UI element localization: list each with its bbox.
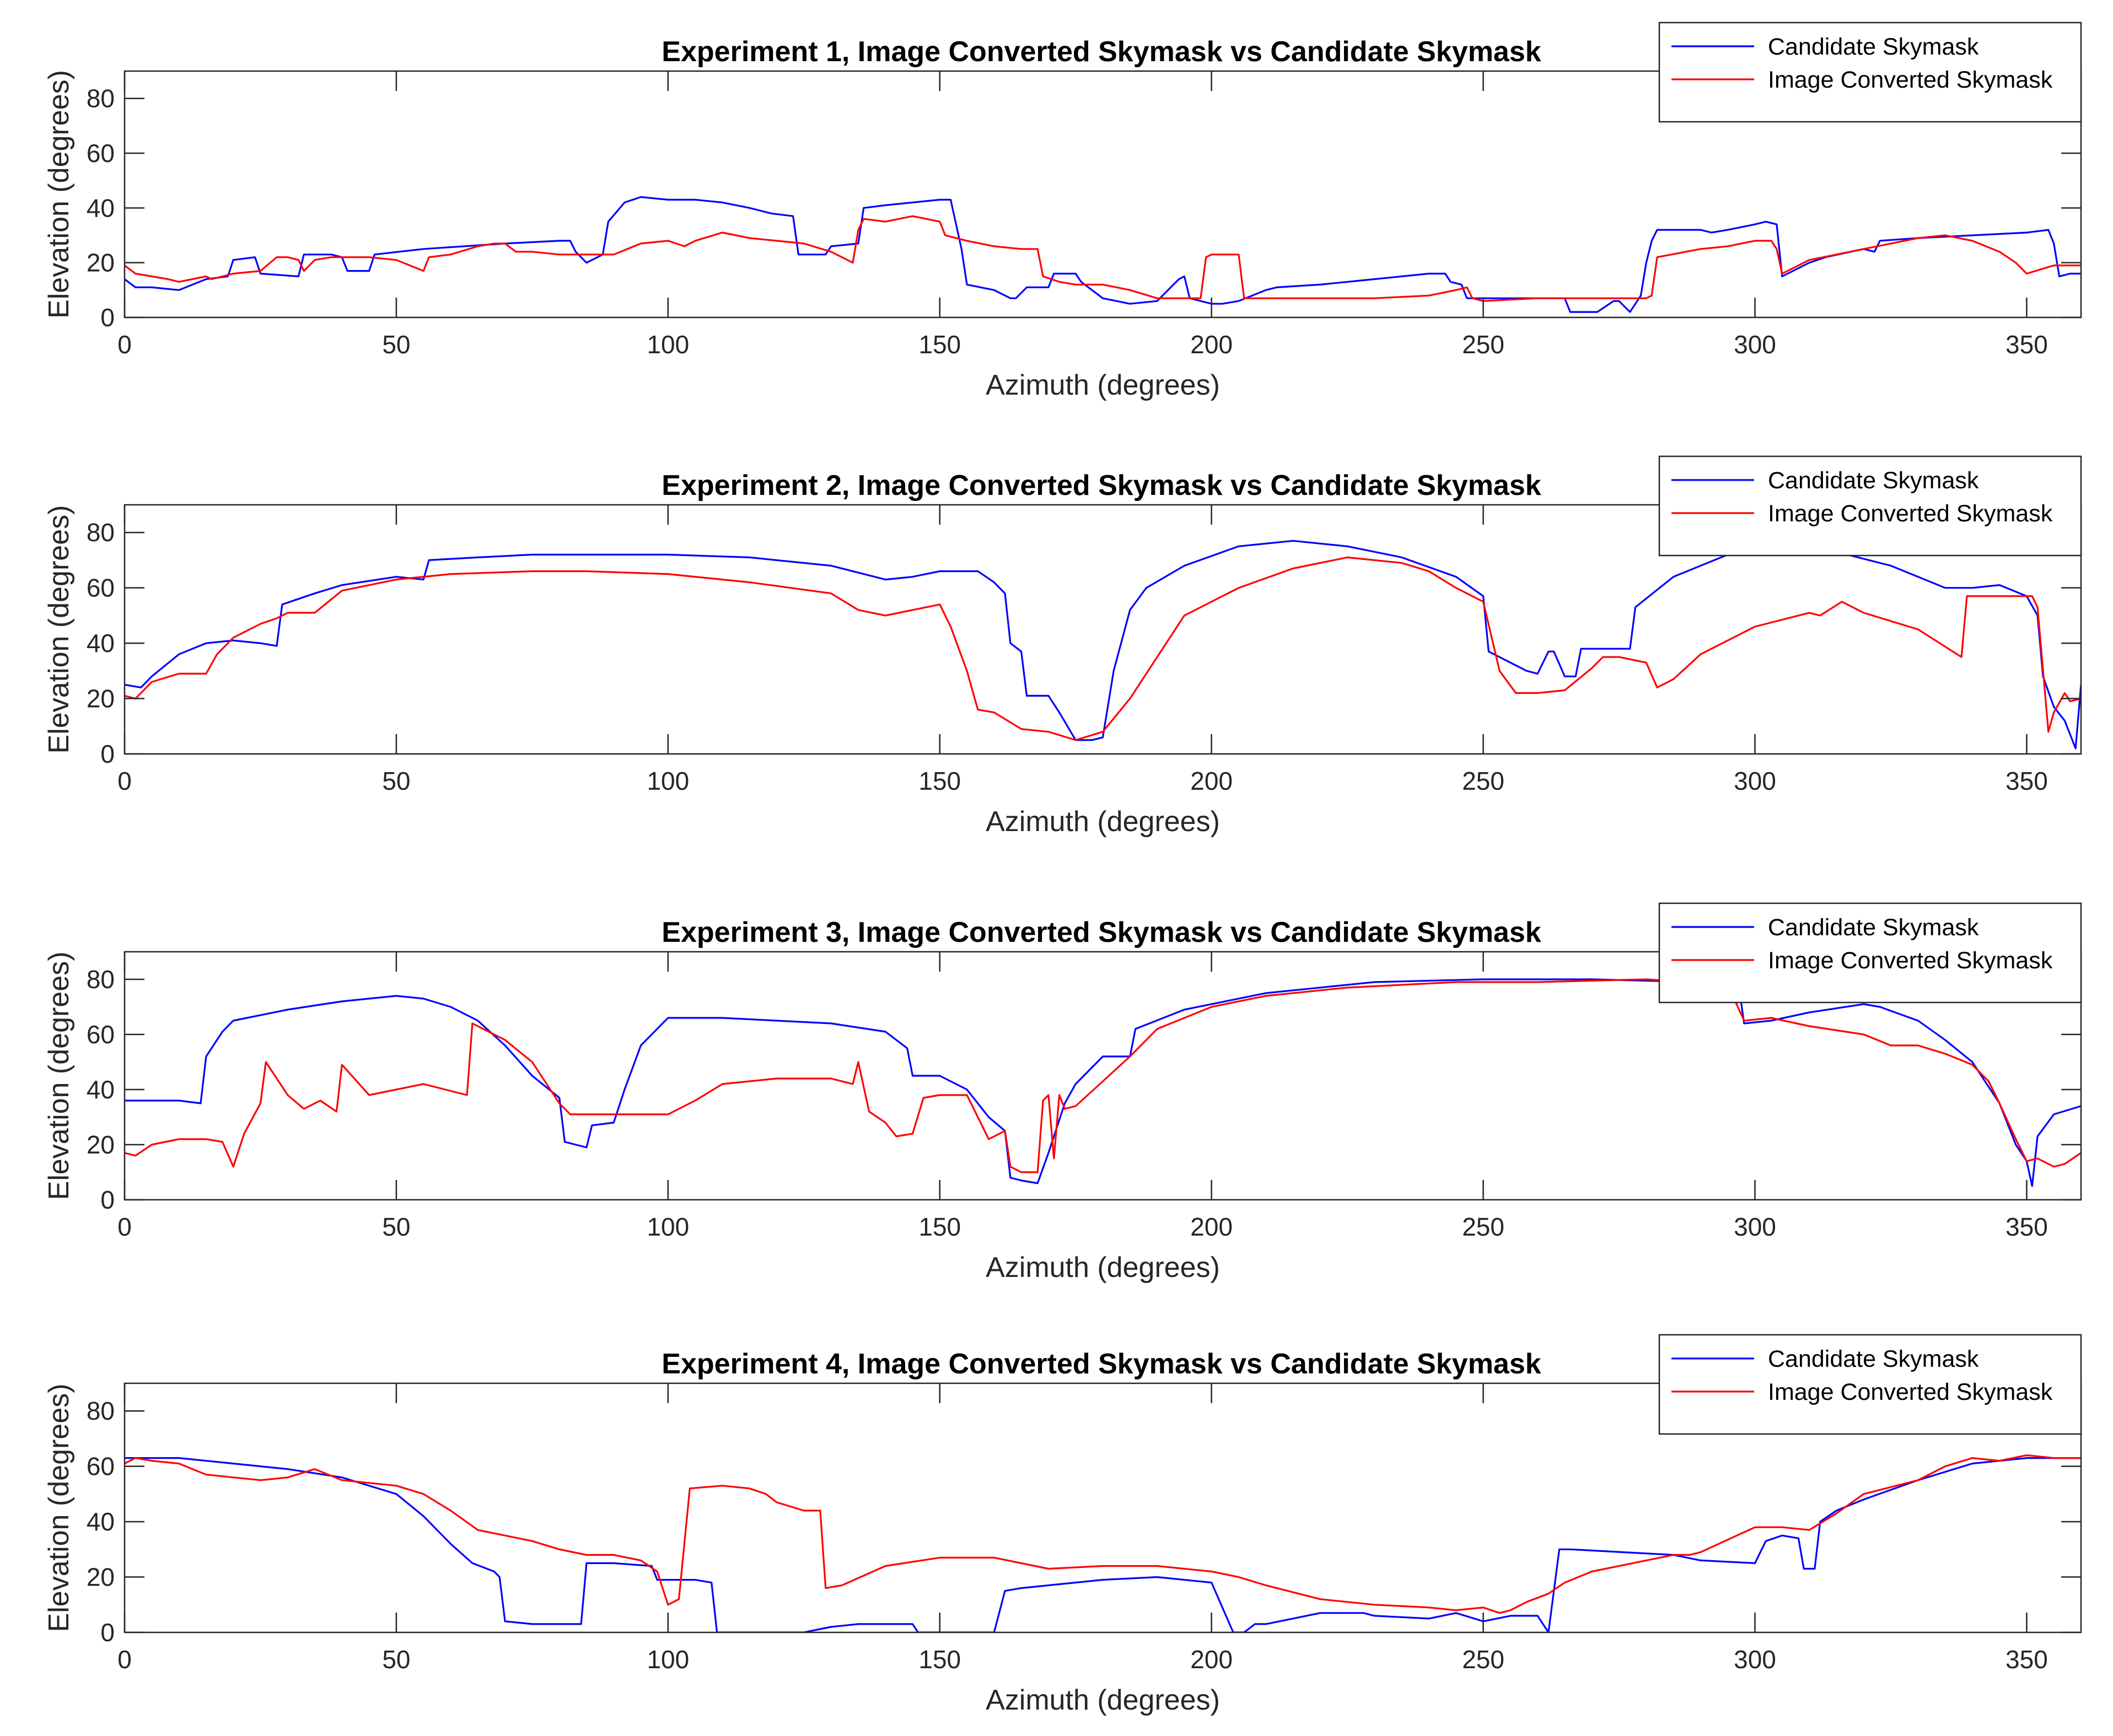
y-axis-label: Elevation (degrees)	[43, 70, 75, 319]
y-tick-label: 0	[100, 740, 115, 768]
x-tick-label: 50	[382, 767, 410, 795]
x-tick-label: 200	[1190, 1212, 1233, 1241]
x-tick-label: 150	[918, 330, 961, 359]
chart-panel-2: 0 50 100 150 200 250 300 350 0 20 40 60 80 Azimuth (d…	[43, 455, 2082, 838]
y-tick-label: 20	[87, 1130, 115, 1159]
y-tick-label: 20	[87, 684, 115, 713]
y-axis-label: Elevation (degrees)	[43, 505, 75, 754]
y-tick-label: 0	[100, 1618, 115, 1647]
legend-label: Candidate Skymask	[1768, 467, 1979, 494]
x-tick-label: 200	[1190, 767, 1233, 795]
x-tick-label: 350	[2006, 330, 2048, 359]
legend-label: Image Converted Skymask	[1768, 500, 2053, 527]
y-tick-label: 40	[87, 1507, 115, 1536]
x-tick-label: 100	[647, 330, 689, 359]
x-tick-label: 0	[117, 1212, 132, 1241]
y-axis-label: Elevation (degrees)	[43, 1384, 75, 1632]
series-group	[125, 1454, 2081, 1632]
x-tick-label: 200	[1190, 330, 1233, 359]
x-tick-label: 50	[382, 1212, 410, 1241]
x-tick-label: 50	[382, 1645, 410, 1674]
y-tick-label: 0	[100, 1185, 115, 1214]
x-tick-label: 150	[918, 1645, 961, 1674]
chart-panel-4: 0 50 100 150 200 250 300 350 0 20 40 60 80 Azimuth (d…	[43, 1334, 2082, 1716]
x-tick-label: 250	[1462, 1212, 1504, 1241]
x-tick-label: 250	[1462, 767, 1504, 795]
y-tick-label: 40	[87, 193, 115, 222]
y-tick-label: 40	[87, 629, 115, 657]
y-tick-label: 0	[100, 303, 115, 332]
x-tick-label: 300	[1734, 767, 1776, 795]
legend: Candidate Skymask Image Converted Skymask	[1658, 902, 2082, 1004]
axes-box	[123, 1382, 2082, 1633]
legend-label: Image Converted Skymask	[1768, 947, 2053, 974]
x-tick-label: 100	[647, 767, 689, 795]
x-tick-label: 300	[1734, 330, 1776, 359]
y-tick-label: 20	[87, 1563, 115, 1592]
legend-label: Candidate Skymask	[1768, 34, 1979, 60]
series-group	[125, 196, 2081, 313]
series-line-image-converted-skymask	[125, 556, 2081, 741]
axes-box	[123, 951, 2082, 1201]
legend-label: Candidate Skymask	[1768, 1346, 1979, 1372]
legend: Candidate Skymask Image Converted Skymask	[1658, 455, 2082, 557]
series-group	[125, 978, 2081, 1187]
legend-box	[1658, 902, 2082, 1004]
y-tick-label: 60	[87, 574, 115, 602]
y-tick-label: 80	[87, 1397, 115, 1425]
series-line-image-converted-skymask	[125, 978, 2081, 1173]
y-tick-label: 60	[87, 1020, 115, 1049]
y-tick-label: 80	[87, 965, 115, 994]
y-tick-label: 20	[87, 249, 115, 277]
chart-title: Experiment 4, Image Converted Skymask vs…	[662, 1348, 1541, 1380]
x-tick-label: 350	[2006, 1645, 2048, 1674]
legend-label: Candidate Skymask	[1768, 914, 1979, 941]
x-tick-label: 250	[1462, 330, 1504, 359]
x-tick-label: 0	[117, 330, 132, 359]
legend-label: Image Converted Skymask	[1768, 1379, 2053, 1405]
x-tick-label: 0	[117, 767, 132, 795]
x-tick-label: 100	[647, 1212, 689, 1241]
x-tick-label: 200	[1190, 1645, 1233, 1674]
legend-box	[1658, 21, 2082, 123]
x-tick-label: 50	[382, 330, 410, 359]
x-tick-label: 350	[2006, 1212, 2048, 1241]
legend: Candidate Skymask Image Converted Skymask	[1658, 1334, 2082, 1435]
legend-box	[1658, 455, 2082, 557]
x-axis-label: Azimuth (degrees)	[986, 369, 1220, 401]
chart-title: Experiment 3, Image Converted Skymask vs…	[662, 916, 1541, 948]
axes-box	[123, 504, 2082, 755]
y-tick-label: 80	[87, 518, 115, 547]
y-tick-label: 60	[87, 139, 115, 168]
y-axis-label: Elevation (degrees)	[43, 952, 75, 1200]
x-tick-label: 100	[647, 1645, 689, 1674]
y-tick-label: 60	[87, 1452, 115, 1481]
axes-box	[123, 70, 2082, 319]
x-axis-label: Azimuth (degrees)	[986, 1684, 1220, 1716]
x-axis-label: Azimuth (degrees)	[986, 1252, 1220, 1284]
series-line-candidate-skymask	[125, 196, 2081, 313]
series-line-candidate-skymask	[125, 1457, 2081, 1632]
x-tick-label: 0	[117, 1645, 132, 1674]
x-tick-label: 300	[1734, 1212, 1776, 1241]
legend: Candidate Skymask Image Converted Skymask	[1658, 21, 2082, 123]
chart-title: Experiment 2, Image Converted Skymask vs…	[662, 470, 1541, 502]
legend-label: Image Converted Skymask	[1768, 67, 2053, 93]
series-line-image-converted-skymask	[125, 215, 2081, 302]
x-tick-label: 250	[1462, 1645, 1504, 1674]
chart-panel-1: 0 50 100 150 200 250 300 350 0 20 40 60 80 Azimuth (d…	[43, 21, 2082, 401]
y-tick-label: 40	[87, 1075, 115, 1104]
x-axis-label: Azimuth (degrees)	[986, 806, 1220, 838]
chart-panel-3: 0 50 100 150 200 250 300 350 0 20 40 60 80 Azimuth (d…	[43, 902, 2082, 1284]
x-tick-label: 300	[1734, 1645, 1776, 1674]
legend-box	[1658, 1334, 2082, 1435]
series-line-image-converted-skymask	[125, 1454, 2081, 1614]
x-tick-label: 350	[2006, 767, 2048, 795]
x-tick-label: 150	[918, 1212, 961, 1241]
y-tick-label: 80	[87, 84, 115, 113]
chart-title: Experiment 1, Image Converted Skymask vs…	[662, 36, 1541, 68]
x-tick-label: 150	[918, 767, 961, 795]
